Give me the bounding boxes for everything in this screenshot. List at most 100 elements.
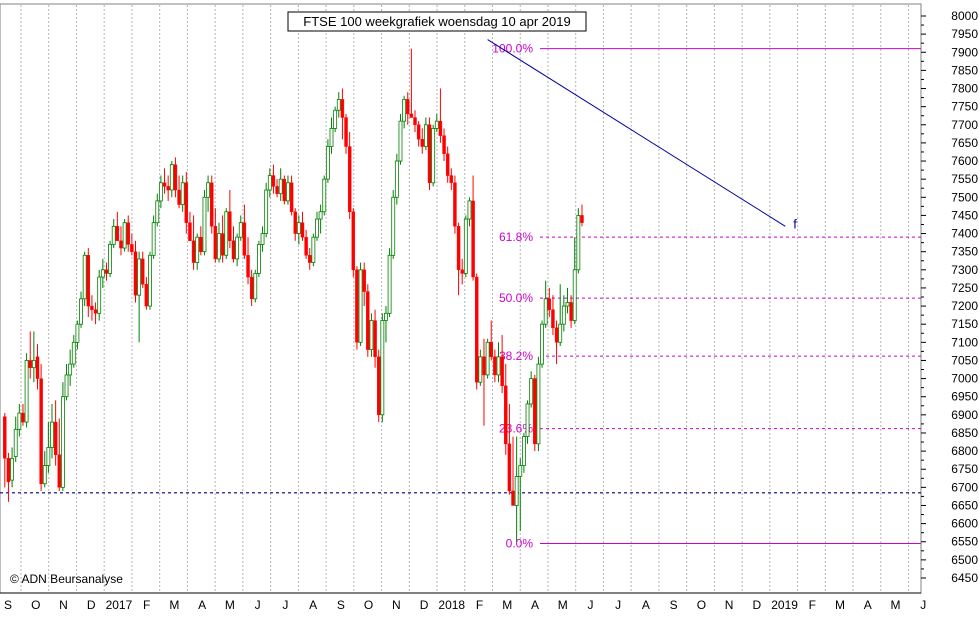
candle-body xyxy=(278,178,283,195)
candle-body xyxy=(93,309,98,314)
y-tick-label: 6850 xyxy=(951,426,978,440)
candle-body xyxy=(391,196,396,256)
y-tick-label: 6700 xyxy=(951,480,978,494)
candle xyxy=(10,447,14,488)
candle-body xyxy=(427,124,432,183)
candle-body xyxy=(213,226,218,260)
candle-body xyxy=(122,222,127,249)
candle-body xyxy=(31,360,36,369)
candle-body xyxy=(460,269,464,274)
candle-body xyxy=(318,211,323,220)
candle-body xyxy=(260,233,265,245)
candle-body xyxy=(456,226,461,271)
candle-body xyxy=(387,254,392,314)
candle xyxy=(463,215,468,278)
candle-body xyxy=(336,98,341,111)
y-tick-label: 6800 xyxy=(951,444,978,458)
candle xyxy=(24,353,29,428)
candle xyxy=(406,92,410,125)
candle-body xyxy=(445,153,450,176)
candle-body xyxy=(100,269,105,278)
candle xyxy=(64,364,69,401)
trendline: f xyxy=(487,39,797,231)
candle-body xyxy=(293,211,297,234)
candle-body xyxy=(275,186,279,194)
candle-body xyxy=(471,200,475,278)
candle xyxy=(551,295,555,336)
candle xyxy=(380,313,385,423)
candle xyxy=(351,208,356,278)
candle-body xyxy=(289,182,294,212)
candle-body xyxy=(467,200,472,220)
candle-body xyxy=(158,182,163,202)
title-box: FTSE 100 weekgrafiek woensdag 10 apr 201… xyxy=(287,11,587,32)
candle xyxy=(434,113,439,133)
candle xyxy=(336,92,341,118)
y-tick-label: 7450 xyxy=(951,208,978,222)
candle xyxy=(238,215,243,241)
fib-label: 100.0% xyxy=(492,42,533,56)
candle-body xyxy=(169,164,174,191)
candle xyxy=(166,175,170,201)
candle xyxy=(184,171,189,234)
candle-body xyxy=(86,255,91,307)
y-axis: 6450 6500 6550 6600 6650 6700 6750 6800 6850 6900… xyxy=(921,9,978,585)
candle-body xyxy=(71,341,76,365)
chart-title: FTSE 100 weekgrafiek woensdag 10 apr 201… xyxy=(303,14,570,29)
candle xyxy=(224,208,229,259)
y-tick-label: 7150 xyxy=(951,317,978,331)
candle-body xyxy=(60,396,65,488)
y-tick-label: 7800 xyxy=(951,82,978,96)
candle-body xyxy=(162,182,167,187)
candle xyxy=(50,403,54,459)
candle-body xyxy=(572,269,577,321)
y-tick-label: 7350 xyxy=(951,245,978,259)
candle-body xyxy=(511,490,515,506)
candle-body xyxy=(173,164,178,191)
candle-body xyxy=(97,276,102,314)
candle xyxy=(409,48,414,118)
y-tick-label: 7000 xyxy=(951,372,978,386)
candle xyxy=(6,452,11,502)
candle xyxy=(271,164,276,194)
candle-body xyxy=(394,160,399,198)
candle xyxy=(246,237,250,285)
x-tick-label: O xyxy=(697,598,706,612)
trendline-line xyxy=(487,39,786,227)
candle xyxy=(68,349,73,386)
candle-body xyxy=(311,236,316,263)
candle xyxy=(282,175,287,205)
candle-body xyxy=(475,276,479,383)
candle-body xyxy=(340,99,345,118)
candle-body xyxy=(217,233,221,260)
y-tick-label: 7900 xyxy=(951,45,978,59)
candle xyxy=(300,211,305,241)
candle xyxy=(580,204,584,227)
candle xyxy=(496,342,501,383)
candle-body xyxy=(42,465,47,485)
y-tick-label: 8000 xyxy=(951,9,978,23)
candle xyxy=(97,269,102,321)
candle-body xyxy=(413,117,417,125)
y-tick-label: 6950 xyxy=(951,390,978,404)
candle-body xyxy=(35,356,40,379)
candle xyxy=(60,382,65,491)
candle-body xyxy=(151,222,156,256)
candle-body xyxy=(358,269,363,343)
candle-body xyxy=(543,298,548,325)
x-tick-label: A xyxy=(864,598,872,612)
x-tick-label: M xyxy=(169,598,179,612)
candle xyxy=(75,320,80,350)
y-tick-label: 6450 xyxy=(951,571,978,585)
candle xyxy=(529,371,534,408)
candle xyxy=(267,168,272,198)
candle xyxy=(308,248,312,270)
x-tick-label: N xyxy=(392,598,401,612)
candle xyxy=(565,287,570,314)
candle xyxy=(511,436,515,506)
candle-body xyxy=(206,182,211,198)
candle-body xyxy=(75,323,80,343)
candle xyxy=(35,344,40,390)
y-tick-label: 7050 xyxy=(951,353,978,367)
candle xyxy=(318,204,323,234)
